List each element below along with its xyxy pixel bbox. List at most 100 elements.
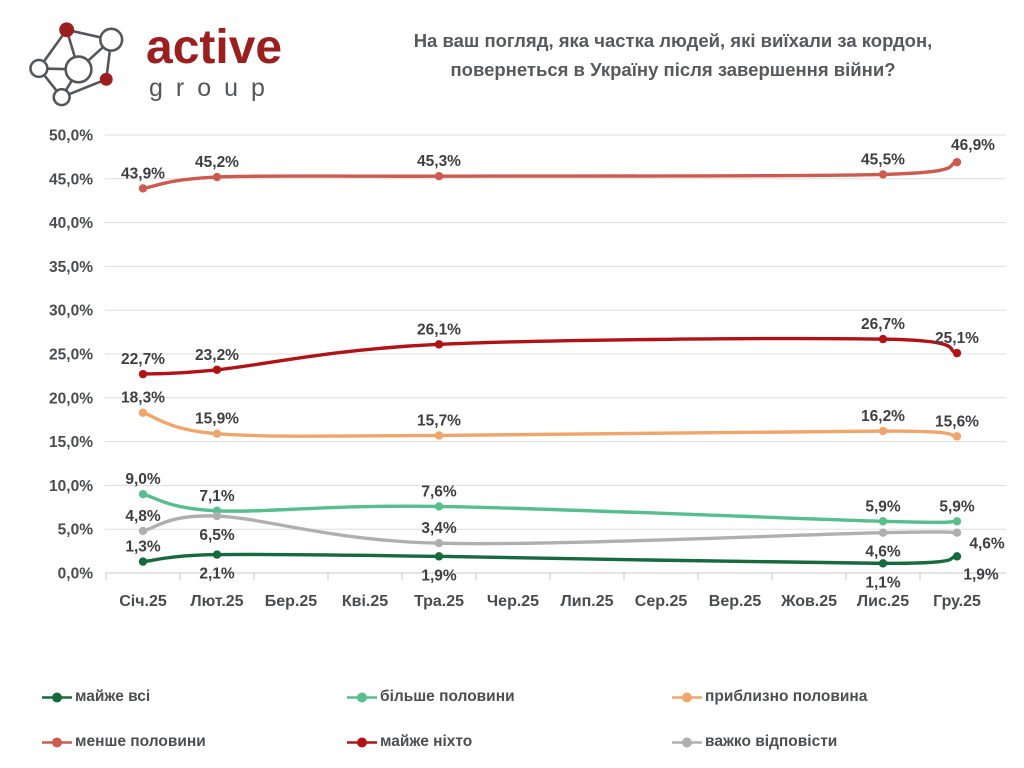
data-point-marker [138,369,148,379]
data-point-label: 4,8% [125,508,161,525]
data-point-marker [434,539,444,548]
series-line-майже-ніхто [138,334,962,379]
data-point-label: 2,1% [199,566,235,583]
data-point-marker [212,172,222,182]
y-axis-labels: 0,0% 5,0% 10,0% 15,0% 20,0% 25,0% 30,0% 35,0% 40… [49,128,93,583]
x-axis-tick-label: Чер.25 [487,593,539,610]
data-point-label: 4,6% [969,536,1005,553]
data-point-label: 5,9% [865,498,901,515]
series-line-важко-відповісти [138,511,962,548]
data-point-marker [138,489,148,499]
brand-name: active [146,20,283,74]
data-point-marker [138,408,148,417]
chart-title-line2: повернеться в Україну після завершення в… [450,59,896,80]
data-point-label: 1,9% [421,567,457,584]
data-point-marker [878,517,888,526]
data-point-label: 22,7% [121,351,165,368]
data-point-marker [212,429,222,438]
chart-title: На ваш погляд, яка частка людей, які виї… [328,26,1018,84]
data-point-label: 7,1% [199,488,235,505]
data-point-marker [952,432,962,441]
data-point-marker [138,526,148,536]
data-point-marker [878,334,888,344]
data-point-label: 9,0% [125,471,161,488]
data-point-label: 1,9% [963,566,999,583]
data-point-marker [952,528,962,537]
data-point-label: 15,6% [935,413,979,430]
data-point-marker [878,528,888,537]
data-point-label: 26,7% [861,316,905,333]
y-axis-tick-label: 10,0% [49,478,93,495]
network-graph-icon [29,22,124,107]
x-axis-tick-label: Бер.25 [265,593,318,610]
chart-title-line1: На ваш погляд, яка частка людей, які виї… [413,30,933,51]
data-point-marker [212,511,222,521]
data-point-label: 45,3% [417,153,461,170]
data-point-marker [952,517,962,526]
x-axis-tick-label: Лис.25 [857,593,909,610]
y-axis-tick-label: 20,0% [49,390,93,407]
x-axis-tick-label: Сер.25 [635,593,688,610]
y-axis-tick-label: 15,0% [49,434,93,451]
data-point-marker [434,340,444,349]
brand-logo: active group [24,10,282,114]
y-axis-tick-label: 50,0% [49,128,93,145]
data-point-label: 15,9% [195,411,239,428]
x-axis-tick-label: Лют.25 [190,593,243,610]
gridlines [105,134,1006,574]
x-axis-tick-label: Січ.25 [119,593,167,610]
x-axis-tick-label: Гру.25 [933,593,981,610]
data-point-label: 46,9% [951,137,995,154]
data-point-marker [952,157,962,167]
y-axis-tick-label: 30,0% [49,303,93,320]
y-axis-tick-label: 25,0% [49,347,93,364]
series-line-приблизно-половина [138,408,962,441]
data-point-marker [212,550,222,559]
series-line-менше-половини [138,157,962,193]
brand-subname: group [149,73,278,102]
data-point-marker [212,365,222,374]
data-point-marker [878,170,888,179]
data-point-label: 4,6% [865,544,901,561]
data-point-marker [878,426,888,436]
data-point-label: 1,1% [865,574,901,591]
data-labels: 1,3% 2,1% 1,9% 1,1% 1,9% 9,0% 7,1% 7,6% 5,9% 5,9%… [121,137,1005,591]
data-point-label: 1,3% [125,539,161,556]
data-point-label: 7,6% [421,483,457,500]
data-point-marker [434,552,444,561]
x-axis-tick-label: Тра.25 [414,593,464,610]
data-point-label: 5,9% [939,498,975,515]
y-axis-tick-label: 0,0% [58,566,94,583]
x-axis-tick-label: Лип.25 [561,593,614,610]
data-point-marker [952,348,962,358]
data-point-label: 43,9% [121,165,165,182]
series-line-майже-всі [138,550,962,568]
data-point-label: 45,2% [195,154,239,171]
data-point-label: 15,7% [417,412,461,429]
x-axis-tick-label: Жов.25 [780,593,837,610]
data-point-marker [138,557,148,566]
data-point-label: 6,5% [199,527,235,544]
data-point-marker [878,559,888,568]
data-point-label: 45,5% [861,151,905,168]
y-axis-tick-label: 5,0% [58,522,94,539]
data-point-label: 23,2% [195,347,239,364]
data-point-marker [434,171,444,181]
y-axis-tick-label: 45,0% [49,171,93,188]
data-point-label: 26,1% [417,321,461,338]
data-point-marker [434,502,444,511]
data-point-label: 16,2% [861,408,905,425]
y-axis-tick-label: 35,0% [49,259,93,276]
data-point-marker [434,431,444,440]
data-point-label: 18,3% [121,390,165,407]
data-point-label: 25,1% [935,330,979,347]
x-axis: Січ.25 Лют.25 Бер.25 Кві.25 Тра.25 Чер.25 Лип.… [105,573,995,610]
x-axis-tick-label: Вер.25 [709,593,762,610]
x-axis-tick-label: Кві.25 [342,593,388,610]
data-point-marker [952,552,962,561]
y-axis-tick-label: 40,0% [49,215,93,232]
logo-node-red [59,22,75,38]
data-point-label: 3,4% [421,520,457,537]
